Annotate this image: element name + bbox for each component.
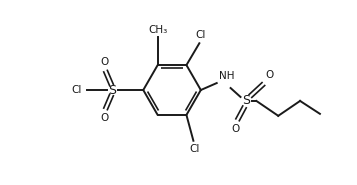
Text: Cl: Cl — [71, 85, 82, 95]
Text: S: S — [109, 83, 116, 97]
Text: CH₃: CH₃ — [148, 25, 167, 35]
Text: O: O — [100, 57, 109, 67]
Text: O: O — [231, 124, 240, 134]
Text: S: S — [242, 94, 251, 107]
Text: Cl: Cl — [189, 144, 200, 154]
Text: Cl: Cl — [195, 30, 206, 40]
Text: O: O — [100, 113, 109, 123]
Text: O: O — [265, 70, 273, 80]
Text: NH: NH — [219, 71, 234, 81]
